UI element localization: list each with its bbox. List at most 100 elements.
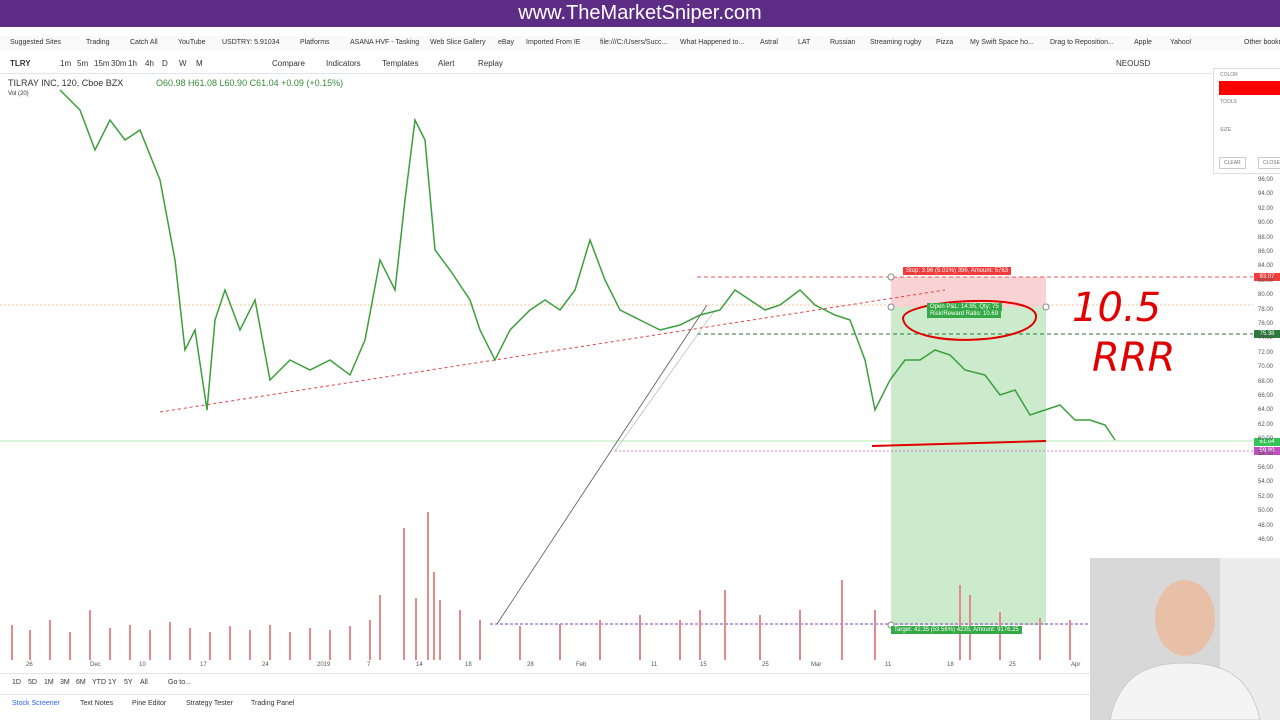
date-tick-label: 10 (139, 662, 146, 668)
tab[interactable]: Pine Editor (132, 700, 167, 707)
date-tick-label: 15 (700, 662, 707, 668)
price-tick-label: 78.00 (1258, 306, 1274, 313)
tab[interactable]: Strategy Tester (186, 700, 233, 707)
price-tick-label: 90.00 (1258, 220, 1274, 227)
interval-button[interactable]: 5m (77, 59, 89, 68)
symbol[interactable]: TLRY (10, 59, 31, 68)
handwriting: RRR (1092, 335, 1176, 381)
interval-button[interactable]: 4h (145, 59, 154, 68)
account[interactable]: NEOUSD (1116, 59, 1151, 68)
timeframe-button[interactable]: All (140, 679, 148, 686)
bookmark[interactable]: What Happened to... (680, 39, 745, 46)
toolbar-button[interactable]: Compare (272, 59, 305, 68)
toolbar-button[interactable]: Alert (438, 59, 455, 68)
drawing-panel: COLOR TOOLS SIZE CLEAR CLOSE (1213, 68, 1280, 174)
date-tick-label: 25 (1009, 662, 1016, 668)
bookmark[interactable]: Astral (760, 39, 778, 46)
timeframe-bar: 1D 5D 1M 3M 6M YTD 1Y 5Y All Go to... (0, 673, 1090, 690)
bookmark[interactable]: Trading (86, 39, 110, 46)
price-tag: 83.07 (1254, 273, 1280, 281)
panel-label: TOOLS (1220, 99, 1237, 105)
target-label: Target: 42.35 (53.56%) 4235, Amount: 917… (891, 626, 1022, 634)
ratio-label: Risk/Reward Ratio: 10.69 (927, 310, 1002, 318)
bookmark[interactable]: Pizza (936, 39, 954, 46)
interval-button[interactable]: D (162, 59, 168, 68)
price-tick-label: 92.00 (1258, 205, 1274, 212)
bookmark[interactable]: Apple (1134, 39, 1152, 46)
date-tick-label: 11 (651, 662, 658, 668)
bookmark[interactable]: Web Slice Gallery (430, 39, 486, 46)
price-tick-label: 82.00 (1258, 277, 1274, 284)
toolbar-button[interactable]: Indicators (326, 59, 361, 68)
date-tick-label: 18 (947, 662, 954, 668)
price-tick-label: 66.00 (1258, 393, 1274, 399)
price-tick-label: 72.00 (1258, 349, 1274, 356)
price-tick-label: 62.00 (1258, 421, 1274, 428)
bookmark[interactable]: ASANA HVF - Tasking (350, 39, 420, 46)
bookmark[interactable]: LAT (798, 39, 811, 46)
timeframe-button[interactable]: 5Y (124, 679, 133, 686)
tab[interactable]: Text Notes (80, 700, 114, 707)
date-tick-label: 17 (200, 662, 207, 668)
price-tick-label: 46.00 (1258, 537, 1274, 543)
timeframe-button[interactable]: 1Y (108, 679, 117, 686)
bookmark[interactable]: Platforms (300, 39, 330, 46)
interval-button[interactable]: 15m (94, 59, 110, 68)
price-tick-label: 54.00 (1258, 479, 1274, 486)
date-tick-label: 18 (465, 662, 472, 668)
price-tick-label: 84.00 (1258, 263, 1274, 270)
bookmark[interactable]: Other bookm (1244, 39, 1280, 46)
toolbar-button[interactable]: Templates (382, 59, 419, 68)
clear-button[interactable]: CLEAR (1219, 157, 1246, 169)
panel-label: SIZE (1220, 127, 1232, 133)
ohlc-values: O60.98 H61.08 L60.90 C61.04 +0.09 (+0.15… (156, 78, 344, 88)
chart-area (0, 89, 1253, 660)
timeframe-button[interactable]: 3M (60, 679, 70, 686)
timeframe-button[interactable]: 1M (44, 679, 54, 686)
timeframe-button[interactable]: 1D (12, 679, 21, 686)
symbol-title: TILRAY INC, 120, Cboe BZX (8, 78, 124, 88)
timeframe-button[interactable]: 5D (28, 679, 37, 686)
price-tick-label: 76.00 (1258, 321, 1274, 327)
price-tag: 59.80 (1254, 447, 1280, 455)
interval-button[interactable]: 30m (111, 59, 127, 68)
tab[interactable]: Stock Screener (12, 700, 60, 707)
color-swatch[interactable] (1219, 81, 1280, 95)
bookmark[interactable]: Yahoo! (1170, 39, 1192, 46)
timeframe-button[interactable]: YTD (92, 679, 106, 686)
interval-button[interactable]: M (196, 59, 203, 68)
date-tick-label: 7 (367, 662, 371, 668)
bookmark[interactable]: Catch All (130, 39, 158, 46)
volume-bars (11, 512, 1071, 660)
bookmark[interactable]: Drag to Reposition... (1050, 39, 1114, 46)
goto-button[interactable]: Go to... (168, 679, 191, 686)
pnl-label: Open P&L: 14.95, Qty: 75 (927, 303, 1002, 311)
bookmark[interactable]: USDTRY: 5.91034 (222, 39, 280, 46)
tab[interactable]: Trading Panel (251, 700, 295, 707)
interval-button[interactable]: 1m (60, 59, 72, 68)
bookmark[interactable]: eBay (498, 39, 514, 46)
price-tag: 61.04 (1254, 438, 1280, 446)
price-tick-label: 52.00 (1258, 493, 1274, 500)
timeframe-button[interactable]: 6M (76, 679, 86, 686)
panel-label: COLOR (1220, 72, 1238, 78)
bookmark[interactable]: YouTube (178, 39, 206, 46)
price-tick-label: 96.00 (1258, 177, 1274, 183)
price-tick-label: 56.00 (1258, 465, 1274, 471)
bookmark[interactable]: Streaming rugby (870, 39, 922, 46)
bookmark[interactable]: My Swift Space ho... (970, 39, 1034, 46)
price-tick-label: 94.00 (1258, 191, 1274, 198)
chart-toolbar: TLRY 1m 5m 15m 30m 1h 4h D W M Compare Indicators Te… (0, 55, 1280, 74)
bookmark[interactable]: Suggested Sites (10, 39, 61, 46)
bookmark[interactable]: file:///C:/Users/Succ... (600, 39, 668, 46)
interval-button[interactable]: 1h (128, 59, 137, 68)
bookmark[interactable]: Russian (830, 39, 856, 46)
date-tick-label: 2019 (317, 662, 331, 668)
banner: www.TheMarketSniper.com (0, 0, 1280, 27)
interval-button[interactable]: W (179, 59, 187, 68)
bookmark[interactable]: Imported From IE (526, 39, 581, 46)
toolbar-button[interactable]: Replay (478, 59, 503, 68)
close-button[interactable]: CLOSE (1258, 157, 1280, 169)
price-tick-label: 86.00 (1258, 249, 1274, 255)
